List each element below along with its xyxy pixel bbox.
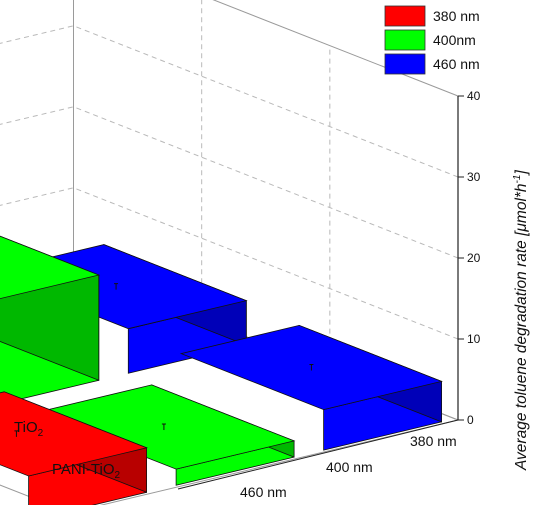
error-bar <box>14 430 19 437</box>
bar <box>0 391 148 505</box>
legend-swatch <box>384 5 426 27</box>
wavelength-label: 380 nm <box>410 433 457 449</box>
z-axis-title: Average toluene degradation rate [μmol*h… <box>512 170 530 471</box>
z-tick-label: 20 <box>467 251 481 265</box>
material-ticks <box>177 419 459 490</box>
bar-face-top <box>0 391 148 477</box>
z-tick-label: 0 <box>467 413 474 427</box>
z-tick-label: 10 <box>467 332 481 346</box>
legend-swatch <box>384 29 426 51</box>
legend-label: 400nm <box>433 32 476 48</box>
z-tick-label: 30 <box>467 170 481 184</box>
material-label: TiO2 <box>14 419 44 439</box>
wavelength-label: 460 nm <box>240 484 287 500</box>
z-axis: 0 10 20 30 40 <box>457 89 481 427</box>
material-axis-labels: TiO2 PANI-TiO2 <box>14 419 459 490</box>
z-tick-label: 40 <box>467 89 481 103</box>
error-bar <box>114 283 119 290</box>
bar <box>0 235 101 405</box>
legend-label: 460 nm <box>433 56 480 72</box>
legend: 380 nm 400nm 460 nm <box>384 5 480 75</box>
legend-swatch <box>384 53 426 75</box>
error-bar <box>161 423 166 431</box>
bar-face-top <box>0 235 101 300</box>
wavelength-axis-labels: 380 nm 400 nm 460 nm <box>240 433 457 500</box>
bar <box>179 324 443 451</box>
bars <box>0 235 443 505</box>
legend-label: 380 nm <box>433 8 480 24</box>
wavelength-label: 400 nm <box>326 459 373 475</box>
error-bar <box>309 364 314 371</box>
grid-lines <box>0 0 459 370</box>
material-label: PANI-TiO2 <box>52 461 121 481</box>
left-wall <box>0 0 74 287</box>
gridline-z <box>0 106 459 259</box>
bar <box>32 384 296 486</box>
wavelength-axis-line <box>177 419 459 490</box>
